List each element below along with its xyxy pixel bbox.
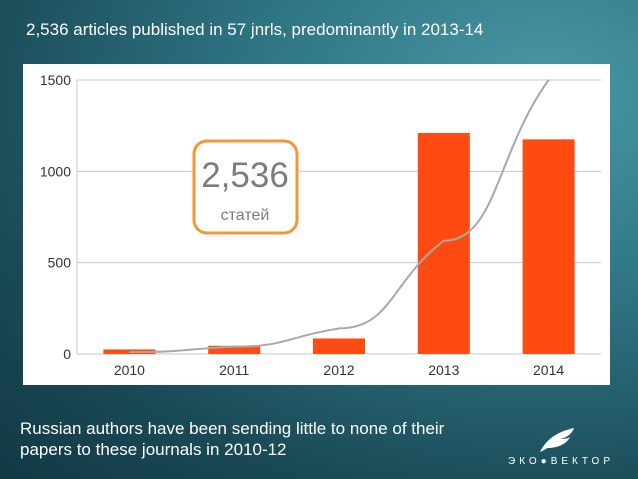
y-tick-label: 0 <box>63 346 71 362</box>
annotation-number: 2,536 <box>201 156 289 195</box>
bar-chart: 0 500 1000 1500 2010 2011 2012 2013 2014 2,536 … <box>40 72 601 378</box>
bars <box>103 132 575 354</box>
y-axis-ticks: 0 500 1000 1500 <box>40 72 71 362</box>
bar-2011 <box>208 345 261 354</box>
annotation-border <box>192 139 299 235</box>
trend-curve <box>129 79 550 354</box>
logo-text: ЭКО●ВЕКТОР <box>508 456 614 467</box>
bar-2013 <box>417 132 470 354</box>
slide-title: 2,536 articles published in 57 jnrls, pr… <box>26 20 484 39</box>
chart-panel: 0 500 1000 1500 2010 2011 2012 2013 2014 2,536 … <box>23 64 610 385</box>
bar-2014 <box>522 139 575 354</box>
slide-caption: Russian authors have been sending little… <box>20 419 445 459</box>
x-tick-label: 2011 <box>219 362 249 378</box>
y-tick-label: 500 <box>48 255 72 271</box>
bar-2010 <box>103 349 156 354</box>
x-tick-label: 2014 <box>533 362 564 378</box>
annotation-label: статей <box>221 207 270 224</box>
x-tick-label: 2012 <box>323 362 354 378</box>
annotation-box: 2,536 статей <box>192 139 299 235</box>
y-tick-label: 1500 <box>40 72 71 88</box>
x-tick-label: 2013 <box>428 362 459 378</box>
x-tick-label: 2010 <box>114 362 145 378</box>
bar-2012 <box>313 338 365 354</box>
feather-icon <box>540 428 574 452</box>
y-tick-label: 1000 <box>40 163 71 179</box>
x-axis-ticks: 2010 2011 2012 2013 2014 <box>114 362 565 378</box>
grid-lines <box>76 79 601 355</box>
publisher-logo: ЭКО●ВЕКТОР <box>500 426 638 479</box>
